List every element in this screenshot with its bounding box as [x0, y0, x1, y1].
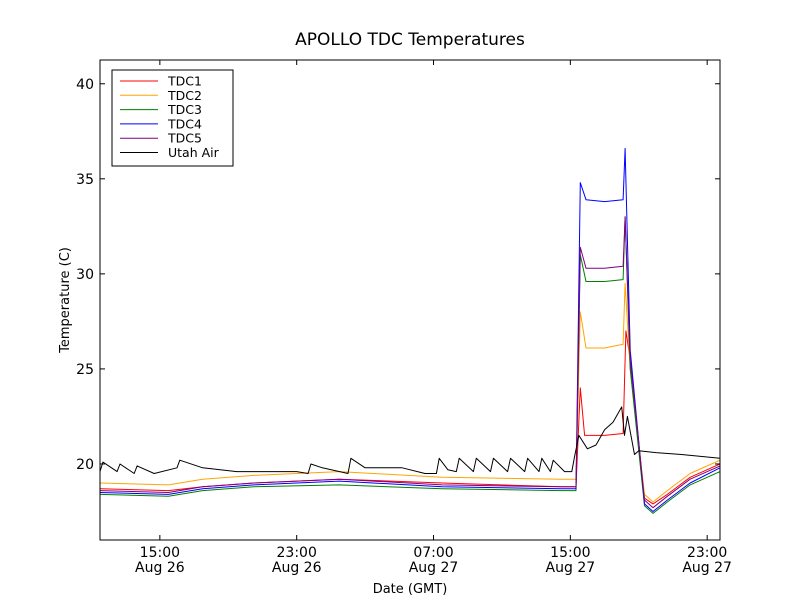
x-axis-label: Date (GMT) — [373, 582, 448, 597]
y-tick-label: 40 — [76, 77, 94, 93]
y-axis-label: Temperature (C) — [58, 247, 73, 354]
x-tick-label-date: Aug 27 — [682, 560, 732, 576]
chart-title: APOLLO TDC Temperatures — [295, 30, 525, 50]
legend-label: TDC3 — [167, 102, 202, 117]
series-lines — [100, 147, 720, 514]
y-tick-label: 20 — [76, 457, 94, 473]
x-tick-label-date: Aug 26 — [272, 560, 322, 576]
x-tick-label-time: 15:00 — [140, 545, 180, 561]
x-tick-label-time: 15:00 — [550, 545, 590, 561]
legend-box — [111, 69, 234, 167]
legend-label: Utah Air — [168, 145, 220, 160]
y-tick-label: 35 — [76, 172, 94, 188]
legend-label: TDC5 — [167, 131, 202, 146]
series-line-4 — [100, 147, 720, 512]
legend-label: TDC1 — [167, 74, 202, 89]
plot-frame — [99, 59, 721, 541]
x-tick-label-time: 07:00 — [413, 545, 453, 561]
y-tick-label: 30 — [76, 267, 94, 283]
x-tick-label-date: Aug 27 — [546, 560, 596, 576]
legend-label: TDC4 — [167, 116, 202, 131]
x-tick-label-time: 23:00 — [277, 545, 317, 561]
series-line-5 — [100, 216, 720, 509]
series-line-6 — [100, 406, 720, 474]
x-tick-label-date: Aug 27 — [409, 560, 459, 576]
legend-label: TDC2 — [167, 88, 202, 103]
series-line-2 — [100, 282, 720, 503]
x-tick-label-time: 23:00 — [687, 545, 727, 561]
series-line-3 — [100, 216, 720, 514]
y-tick-label: 25 — [76, 362, 94, 378]
x-tick-label-date: Aug 26 — [135, 560, 185, 576]
